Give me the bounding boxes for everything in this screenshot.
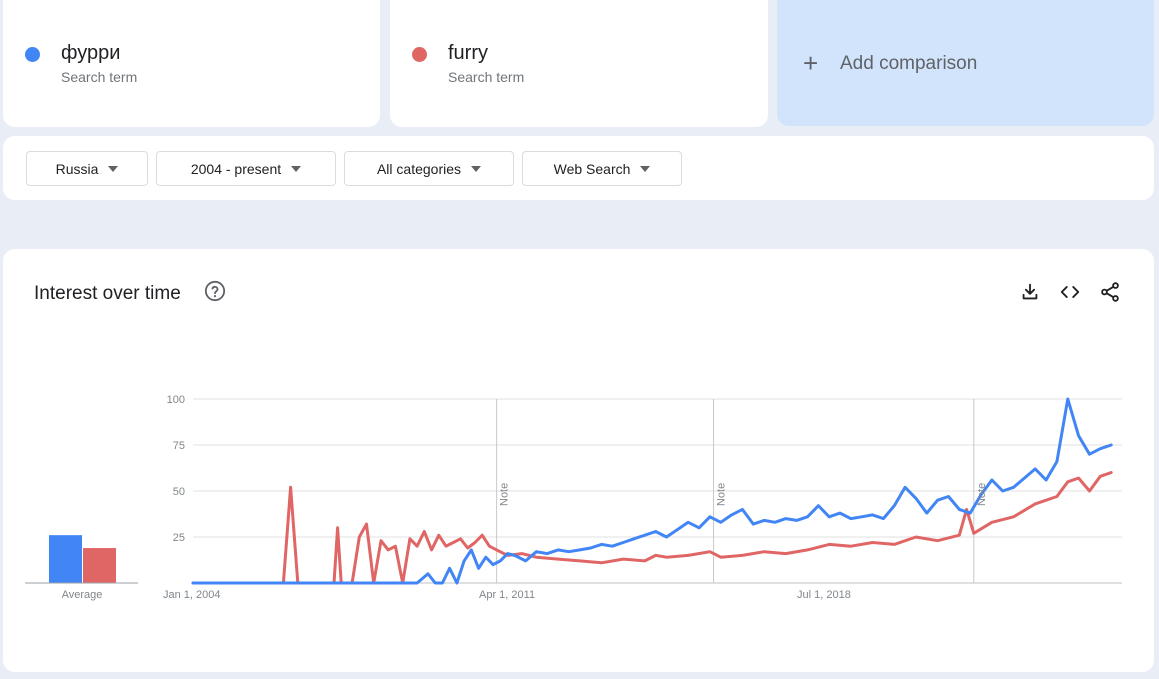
- term-name-1: фурри: [61, 42, 121, 64]
- add-comparison-label: Add comparison: [840, 53, 978, 74]
- y-tick-label: 50: [173, 486, 185, 498]
- download-icon[interactable]: [1019, 281, 1041, 303]
- term-subtitle-2: Search term: [448, 69, 525, 85]
- chevron-down-icon: [471, 165, 482, 172]
- term-color-dot-2: [412, 47, 427, 62]
- add-comparison-button[interactable]: + Add comparison: [777, 0, 1154, 126]
- note-marker-label: Note: [499, 483, 511, 506]
- x-tick-label: Apr 1, 2011: [479, 589, 535, 601]
- filter-bar: Russia 2004 - present All categories Web…: [3, 136, 1154, 200]
- term-color-dot-1: [25, 47, 40, 62]
- note-marker-label: Note: [976, 483, 988, 506]
- term-card-2[interactable]: furry Search term: [390, 0, 768, 127]
- chevron-down-icon: [291, 165, 302, 172]
- chevron-down-icon: [640, 165, 651, 172]
- help-circle-icon[interactable]: [204, 280, 226, 302]
- filter-search-type-dropdown[interactable]: Web Search: [522, 151, 682, 186]
- term-card-1[interactable]: фурри Search term: [3, 0, 380, 127]
- series-line-1: [191, 397, 1113, 585]
- series-line-2: [191, 471, 1113, 585]
- term-subtitle-1: Search term: [61, 69, 138, 85]
- chevron-down-icon: [108, 165, 119, 172]
- filter-search-type-label: Web Search: [553, 160, 631, 177]
- y-tick-label: 75: [173, 440, 185, 452]
- filter-category-dropdown[interactable]: All categories: [344, 151, 514, 186]
- interest-over-time-card: Interest over time 100 75 50 25 Note Note Note…: [3, 249, 1154, 672]
- filter-time-label: 2004 - present: [190, 160, 282, 177]
- average-bar-2: [83, 548, 116, 583]
- embed-code-icon[interactable]: [1059, 281, 1081, 303]
- filter-region-dropdown[interactable]: Russia: [26, 151, 148, 186]
- share-icon[interactable]: [1099, 281, 1121, 303]
- x-tick-label: Jul 1, 2018: [797, 589, 851, 601]
- y-tick-label: 25: [173, 532, 185, 544]
- plus-icon: +: [803, 48, 819, 78]
- interest-over-time-chart: 100 75 50 25 Note Note Note Jan 1, 2004 Apr 1, 2…: [25, 394, 1122, 601]
- note-marker-label: Note: [716, 483, 728, 506]
- y-tick-label: 100: [167, 394, 185, 406]
- filter-time-dropdown[interactable]: 2004 - present: [156, 151, 336, 186]
- average-label: Average: [62, 589, 103, 601]
- x-tick-label: Jan 1, 2004: [163, 589, 221, 601]
- filter-region-label: Russia: [55, 160, 99, 177]
- average-bar-1: [49, 535, 82, 583]
- term-name-2: furry: [448, 42, 488, 64]
- filter-category-label: All categories: [376, 160, 462, 177]
- chart-title: Interest over time: [34, 283, 181, 304]
